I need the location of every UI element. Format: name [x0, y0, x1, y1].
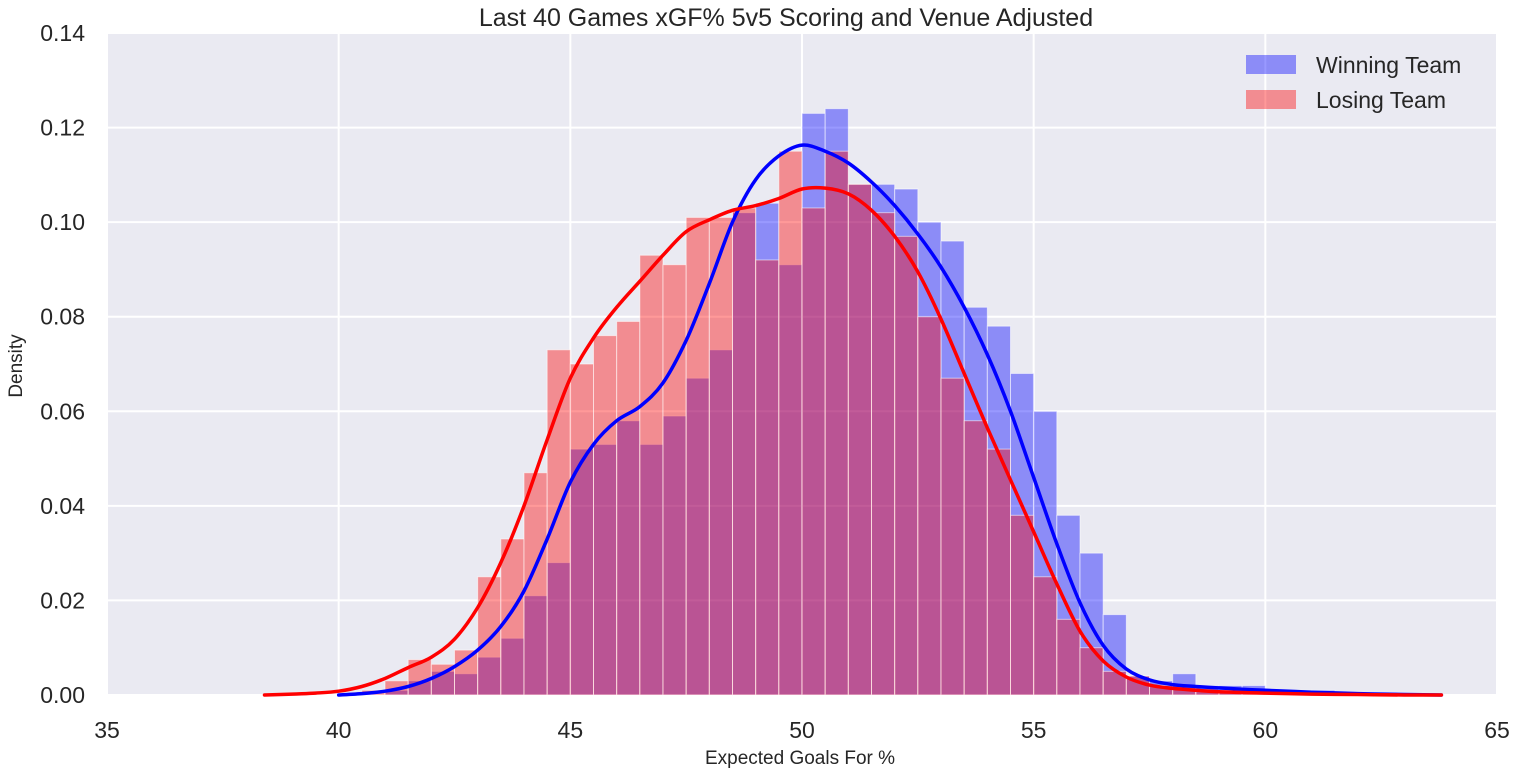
- legend-swatch-winning-team: [1246, 55, 1296, 74]
- kde-line-winning-team: [336, 143, 1444, 697]
- histogram-bar: [616, 320, 641, 696]
- x-tick-label: 65: [1484, 717, 1510, 743]
- x-tick-label: 35: [94, 717, 120, 743]
- legend-label-losing-team: Losing Team: [1316, 87, 1446, 113]
- histogram-bar: [963, 420, 988, 696]
- histogram-bar: [801, 207, 826, 696]
- bars-losing-team: [361, 150, 1266, 696]
- x-tick-label: 40: [326, 717, 352, 743]
- y-tick-label: 0.10: [40, 209, 85, 235]
- histogram-bar: [454, 649, 479, 696]
- bars-winning-team: [384, 108, 1359, 696]
- y-tick-label: 0.00: [40, 682, 85, 708]
- legend-swatch-losing-team: [1246, 90, 1296, 109]
- histogram-bar: [639, 254, 664, 696]
- histogram-bar: [778, 150, 803, 696]
- y-tick-label: 0.04: [40, 493, 85, 519]
- chart-title: Last 40 Games xGF% 5v5 Scoring and Venue…: [479, 4, 1093, 32]
- histogram-bar: [500, 538, 525, 696]
- histogram-bar: [871, 212, 896, 696]
- y-tick-label: 0.02: [40, 587, 85, 613]
- histogram-bar: [708, 216, 733, 696]
- histogram-bars: [361, 108, 1359, 696]
- histogram-bar: [824, 150, 849, 696]
- histogram-bar: [847, 183, 872, 696]
- histogram-bar: [569, 363, 594, 696]
- histogram-bar: [593, 335, 618, 696]
- histogram-bar: [477, 576, 502, 696]
- legend: Winning Team Losing Team: [1246, 52, 1461, 113]
- histogram-bar: [894, 235, 919, 696]
- y-tick-label: 0.08: [40, 304, 85, 330]
- x-tick-label: 60: [1253, 717, 1279, 743]
- histogram-bar: [1056, 618, 1081, 696]
- x-tick-label: 45: [558, 717, 584, 743]
- histogram-bar: [917, 316, 942, 696]
- histogram-bar: [755, 259, 780, 696]
- y-tick-label: 0.06: [40, 398, 85, 424]
- kde-curves: [262, 143, 1444, 697]
- kde-line-losing-team: [262, 185, 1444, 697]
- histogram-bar: [1010, 514, 1035, 696]
- x-tick-label: 50: [789, 717, 815, 743]
- histogram-bar: [546, 349, 571, 696]
- x-axis-label: Expected Goals For %: [705, 748, 895, 769]
- tick-labels: 35 40 45 50 55 60 65 0.00 0.02 0.04 0.06 0.08 0.10 0.…: [40, 20, 1510, 743]
- y-axis-label: Density: [6, 334, 27, 398]
- histogram-bar: [1079, 647, 1104, 696]
- histogram-bar: [732, 207, 757, 696]
- histogram-bar: [662, 264, 687, 696]
- histogram-bar: [986, 448, 1011, 696]
- y-tick-label: 0.14: [40, 20, 85, 46]
- y-tick-label: 0.12: [40, 115, 85, 141]
- histogram-bar: [940, 377, 965, 696]
- legend-label-winning-team: Winning Team: [1316, 52, 1461, 78]
- x-tick-label: 55: [1021, 717, 1047, 743]
- histogram-bar: [1033, 576, 1058, 696]
